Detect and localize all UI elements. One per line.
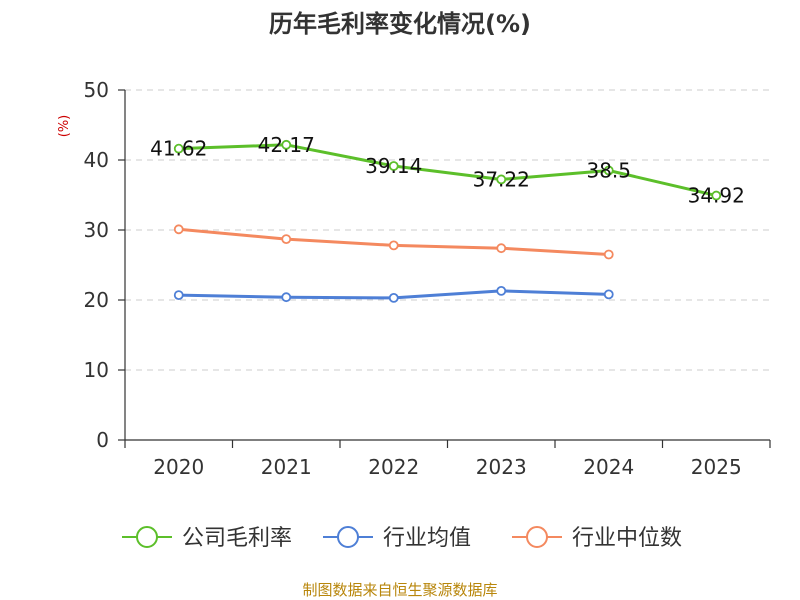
data-point bbox=[388, 240, 399, 251]
data-point bbox=[603, 165, 614, 176]
axes: 0 10 20 30 40 50 2020 2021 2022 2023 2024 2025 bbox=[84, 78, 771, 479]
x-tick-label: 2023 bbox=[476, 455, 527, 479]
data-point bbox=[496, 285, 507, 296]
y-tick-label: 20 bbox=[84, 288, 109, 312]
y-tick-label: 40 bbox=[84, 148, 109, 172]
legend-label: 行业中位数 bbox=[572, 526, 682, 551]
x-tick-label: 2021 bbox=[261, 455, 312, 479]
x-tick-label: 2020 bbox=[153, 455, 204, 479]
data-point bbox=[281, 234, 292, 245]
legend-swatch-marker bbox=[337, 526, 359, 548]
series-line bbox=[178, 143, 717, 198]
data-point bbox=[173, 290, 184, 301]
data-point bbox=[711, 190, 722, 201]
data-point bbox=[281, 139, 292, 150]
x-tick-label: 2025 bbox=[691, 455, 742, 479]
series-group bbox=[173, 139, 722, 303]
y-axis-label: (%) bbox=[57, 115, 72, 138]
data-point bbox=[496, 243, 507, 254]
y-tick-label: 10 bbox=[84, 358, 109, 382]
data-point bbox=[388, 161, 399, 171]
chart-title: 历年毛利率变化情况(%) bbox=[269, 10, 531, 38]
x-tick-label: 2024 bbox=[583, 455, 634, 479]
data-label: 37.22 bbox=[473, 167, 530, 191]
data-label: 34.92 bbox=[688, 184, 745, 208]
legend-label: 公司毛利率 bbox=[182, 526, 292, 551]
legend-label: 行业均值 bbox=[383, 526, 471, 551]
legend-swatch-marker bbox=[526, 526, 548, 548]
gridlines bbox=[125, 89, 770, 371]
data-point bbox=[603, 249, 614, 260]
data-point bbox=[173, 143, 184, 154]
y-tick-label: 50 bbox=[84, 78, 109, 102]
data-labels: 41.62 42.17 39.14 37.22 38.5 34.92 bbox=[150, 133, 745, 208]
source-note: 制图数据来自恒生聚源数据库 bbox=[302, 581, 497, 599]
y-tick-label: 0 bbox=[96, 428, 109, 452]
legend-swatch-marker bbox=[136, 526, 158, 548]
data-label: 42.17 bbox=[258, 133, 315, 157]
data-label: 41.62 bbox=[150, 137, 207, 161]
x-tick-label: 2022 bbox=[368, 455, 419, 479]
y-tick-label: 30 bbox=[84, 218, 109, 242]
data-point bbox=[173, 224, 184, 235]
data-point bbox=[388, 292, 399, 303]
data-label: 39.14 bbox=[365, 154, 422, 178]
data-point bbox=[281, 292, 292, 303]
legend[interactable]: 公司毛利率 行业均值 行业中位数 bbox=[122, 526, 682, 551]
data-point bbox=[496, 174, 507, 185]
data-point bbox=[603, 289, 614, 300]
data-label: 38.5 bbox=[586, 159, 631, 183]
